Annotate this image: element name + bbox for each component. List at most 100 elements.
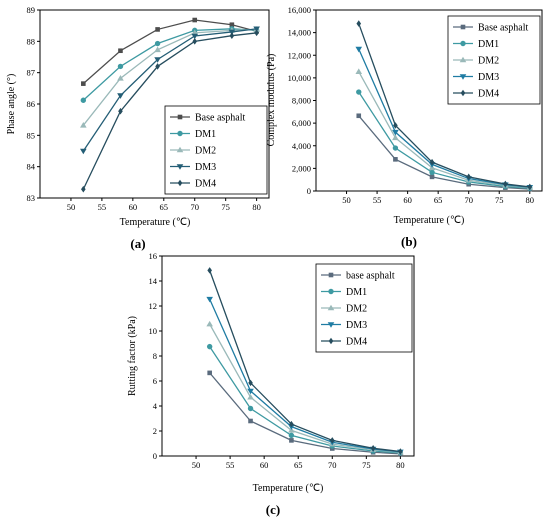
data-point	[154, 40, 161, 47]
x-tick-label: 80	[252, 202, 261, 212]
legend-label: DM2	[195, 146, 216, 157]
y-tick-label: 89	[27, 5, 36, 15]
data-point	[117, 63, 124, 70]
data-point	[247, 388, 254, 395]
y-ticks-b: 0 2,000 4,000 6,000 8,000 10,000 12,000 14,000 1…	[288, 5, 316, 196]
legend-marker	[328, 288, 334, 295]
y-tick-label: 86	[27, 99, 36, 109]
y-axis-label-b: Complex modulus (Pa)	[266, 54, 277, 147]
data-point	[289, 420, 294, 428]
legend-marker	[460, 40, 466, 47]
series-line-dm1	[209, 346, 401, 454]
y-tick-label: 4,000	[292, 141, 311, 151]
data-point	[154, 57, 161, 63]
series-line-dm1	[358, 91, 530, 189]
data-point	[370, 444, 376, 452]
data-point	[466, 173, 472, 181]
legend-label: DM3	[195, 162, 216, 173]
x-tick-label: 65	[160, 202, 169, 212]
data-point	[393, 157, 398, 162]
x-tick-label: 80	[526, 195, 535, 205]
y-tick-label: 2	[153, 426, 157, 436]
x-ticks-a: 50 55 60 65 70 75 80	[67, 198, 261, 212]
data-point	[229, 32, 235, 39]
data-point	[154, 46, 161, 53]
data-point	[248, 418, 253, 424]
y-tick-label: 2,000	[292, 163, 311, 173]
x-tick-label: 50	[192, 460, 201, 470]
chart-c: 50 55 60 65 70 75 80 0 2 4 6 8 10 12 14 16 base asphal…	[127, 251, 415, 517]
legend-marker	[176, 146, 184, 153]
y-axis-label-c: Rutting factor (kPa)	[127, 316, 138, 396]
data-point	[118, 48, 123, 54]
x-tick-label: 75	[362, 460, 371, 470]
data-point	[398, 448, 403, 455]
legend-label: DM1	[195, 129, 216, 140]
legend-b: Base asphalt DM1 DM2 DM3 DM4	[447, 15, 541, 105]
y-tick-label: 12,000	[288, 50, 311, 60]
x-axis-label-b: Temperature (℃)	[394, 215, 465, 226]
series-line-base-asphalt	[358, 115, 530, 190]
data-point	[229, 22, 235, 28]
x-tick-label: 70	[464, 195, 473, 205]
x-ticks-c: 50 55 60 65 70 75 80	[192, 456, 405, 470]
data-point	[80, 122, 87, 128]
legend-marker	[327, 322, 335, 328]
x-tick-label: 65	[434, 195, 443, 205]
y-tick-label: 0	[153, 451, 157, 461]
y-axis-label-a: Phase angle (°)	[6, 74, 17, 135]
data-point	[356, 113, 362, 119]
legend-label: DM1	[478, 39, 499, 50]
data-point	[81, 185, 86, 193]
x-tick-label: 75	[221, 202, 230, 212]
series-line-dm2	[82, 28, 257, 126]
y-tick-label: 84	[27, 162, 36, 172]
y-tick-label: 6	[153, 376, 157, 386]
y-tick-label: 10,000	[288, 73, 311, 83]
data-point	[118, 107, 123, 115]
data-point	[247, 393, 254, 400]
x-tick-label: 60	[403, 195, 412, 205]
data-point	[155, 27, 160, 32]
legend-marker	[327, 304, 335, 311]
legend-marker	[460, 89, 466, 97]
data-point	[81, 81, 86, 86]
x-tick-label: 60	[129, 202, 138, 212]
chart-a: 50 55 60 65 70 75 80 83 84 85 86 87 88 89 Base aspha…	[6, 5, 270, 251]
x-tick-label: 75	[495, 195, 504, 205]
y-tick-label: 8	[153, 351, 157, 361]
panel-label-b: (b)	[401, 234, 417, 249]
y-tick-label: 16	[149, 251, 158, 261]
y-tick-label: 12	[149, 301, 158, 311]
x-tick-label: 55	[373, 195, 382, 205]
data-point	[356, 89, 362, 95]
y-tick-label: 88	[27, 36, 36, 46]
legend-label: DM3	[478, 72, 499, 83]
legend-marker	[177, 114, 183, 120]
data-point	[207, 370, 212, 376]
data-point	[206, 320, 213, 327]
series-line-base-asphalt	[82, 19, 257, 85]
data-point	[429, 158, 435, 166]
x-tick-label: 70	[190, 202, 199, 212]
data-point	[392, 129, 399, 136]
data-point	[247, 405, 254, 412]
x-tick-label: 80	[396, 460, 405, 470]
data-point	[253, 26, 260, 33]
data-point	[429, 174, 435, 180]
x-tick-label: 70	[328, 460, 337, 470]
series-a	[80, 17, 260, 193]
legend-marker	[176, 164, 184, 170]
data-point	[248, 379, 253, 387]
y-tick-label: 14,000	[288, 28, 311, 38]
y-tick-label: 83	[27, 193, 36, 203]
series-line-dm4	[209, 270, 401, 453]
y-tick-label: 6,000	[292, 118, 311, 128]
data-point	[392, 145, 399, 151]
data-point	[192, 17, 198, 23]
series-line-dm3	[82, 28, 257, 152]
series-line-dm4	[358, 23, 530, 188]
data-point	[206, 296, 213, 303]
legend-marker	[328, 337, 334, 345]
data-point	[192, 38, 198, 45]
